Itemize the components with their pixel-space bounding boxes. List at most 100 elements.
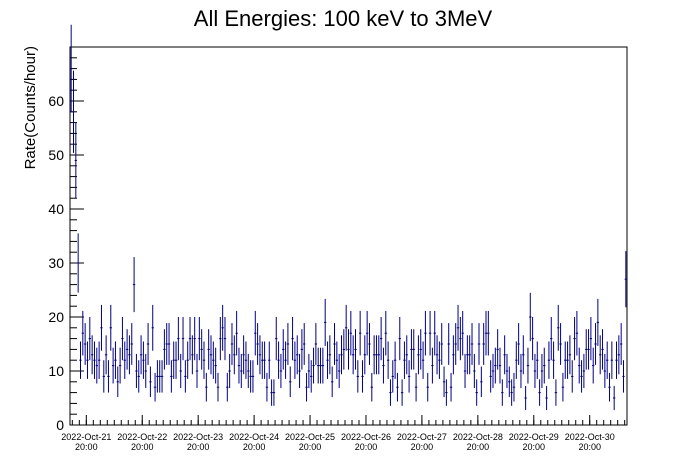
data-point xyxy=(461,310,464,356)
data-point xyxy=(463,353,467,389)
data-point xyxy=(179,353,182,389)
data-point xyxy=(167,323,171,365)
data-point xyxy=(317,347,320,384)
data-point xyxy=(200,329,203,370)
data-point xyxy=(599,335,602,375)
data-point xyxy=(342,329,346,370)
data-point xyxy=(440,323,443,365)
data-point xyxy=(442,366,446,398)
data-point xyxy=(247,353,250,389)
data-point xyxy=(321,347,325,384)
data-point xyxy=(540,353,544,389)
data-point xyxy=(328,335,332,375)
data-point xyxy=(421,341,425,379)
data-point xyxy=(438,341,441,379)
data-point xyxy=(610,341,614,379)
x-tick-time-label: 20:00 xyxy=(467,442,490,452)
data-point xyxy=(529,292,532,342)
data-point xyxy=(393,341,397,379)
data-point xyxy=(270,379,273,406)
data-point xyxy=(268,341,271,379)
data-point xyxy=(88,317,91,361)
data-point xyxy=(547,341,551,379)
data-point xyxy=(149,366,152,398)
data-point xyxy=(510,379,513,406)
data-point xyxy=(104,335,108,375)
data-point xyxy=(326,341,329,379)
data-point xyxy=(165,323,168,365)
x-tick-date-label: 2022-Oct-26 xyxy=(341,432,391,442)
x-tick-date-label: 2022-Oct-28 xyxy=(453,432,503,442)
data-point xyxy=(90,335,94,375)
y-axis: 0 10 20 30 40 50 60 xyxy=(48,46,84,433)
data-point xyxy=(468,335,471,375)
data-point xyxy=(102,360,105,393)
data-point xyxy=(417,335,420,375)
data-point xyxy=(531,317,534,361)
data-point xyxy=(428,310,432,356)
data-point xyxy=(473,353,476,389)
data-point xyxy=(445,379,448,406)
data-point xyxy=(615,341,618,379)
data-point xyxy=(398,317,401,361)
data-point xyxy=(452,335,455,375)
data-point xyxy=(132,257,136,313)
data-point xyxy=(146,323,150,365)
x-tick-date-label: 2022-Oct-24 xyxy=(229,432,279,442)
chart-title: All Energies: 100 keV to 3MeV xyxy=(194,6,493,31)
y-tick-label: 0 xyxy=(56,417,64,433)
data-point xyxy=(277,341,280,379)
data-point xyxy=(293,341,297,379)
data-point xyxy=(324,298,327,346)
data-point xyxy=(375,335,378,375)
y-tick-label: 60 xyxy=(48,93,64,109)
data-point xyxy=(137,360,140,393)
data-point xyxy=(170,360,173,393)
data-point xyxy=(135,353,138,389)
data-point xyxy=(198,317,201,361)
data-point xyxy=(585,329,588,370)
data-point xyxy=(466,335,469,375)
data-point xyxy=(347,329,350,370)
data-point xyxy=(503,335,506,375)
data-point xyxy=(372,335,376,375)
data-point xyxy=(125,329,129,370)
x-tick-date-label: 2022-Oct-25 xyxy=(285,432,335,442)
data-point xyxy=(526,347,530,384)
data-point xyxy=(230,323,234,365)
data-point xyxy=(174,341,178,379)
data-point xyxy=(552,341,555,379)
data-point xyxy=(151,304,154,351)
data-point xyxy=(177,317,180,361)
data-point xyxy=(568,335,572,375)
data-point xyxy=(603,353,607,389)
data-point xyxy=(561,372,565,402)
data-point xyxy=(158,360,161,393)
data-point xyxy=(358,310,362,356)
x-tick-time-label: 20:00 xyxy=(411,442,434,452)
data-point xyxy=(83,323,87,365)
data-point xyxy=(582,353,586,389)
data-point xyxy=(172,341,175,379)
data-point xyxy=(536,341,539,379)
x-tick-time-label: 20:00 xyxy=(355,442,378,452)
data-point xyxy=(370,372,373,402)
data-point xyxy=(296,335,299,375)
data-point xyxy=(314,323,318,365)
data-point xyxy=(519,353,523,389)
data-point xyxy=(354,329,357,370)
data-point xyxy=(410,329,413,370)
data-point xyxy=(606,341,609,379)
data-point xyxy=(575,310,579,356)
data-point xyxy=(489,360,492,393)
data-point xyxy=(407,360,411,393)
data-point xyxy=(545,385,548,411)
data-point xyxy=(186,341,189,379)
data-point xyxy=(139,335,143,375)
data-point xyxy=(207,329,210,370)
x-tick-date-label: 2022-Oct-27 xyxy=(397,432,447,442)
data-point xyxy=(365,310,369,356)
data-point xyxy=(538,379,541,406)
data-point xyxy=(312,347,315,384)
data-point xyxy=(156,360,159,393)
